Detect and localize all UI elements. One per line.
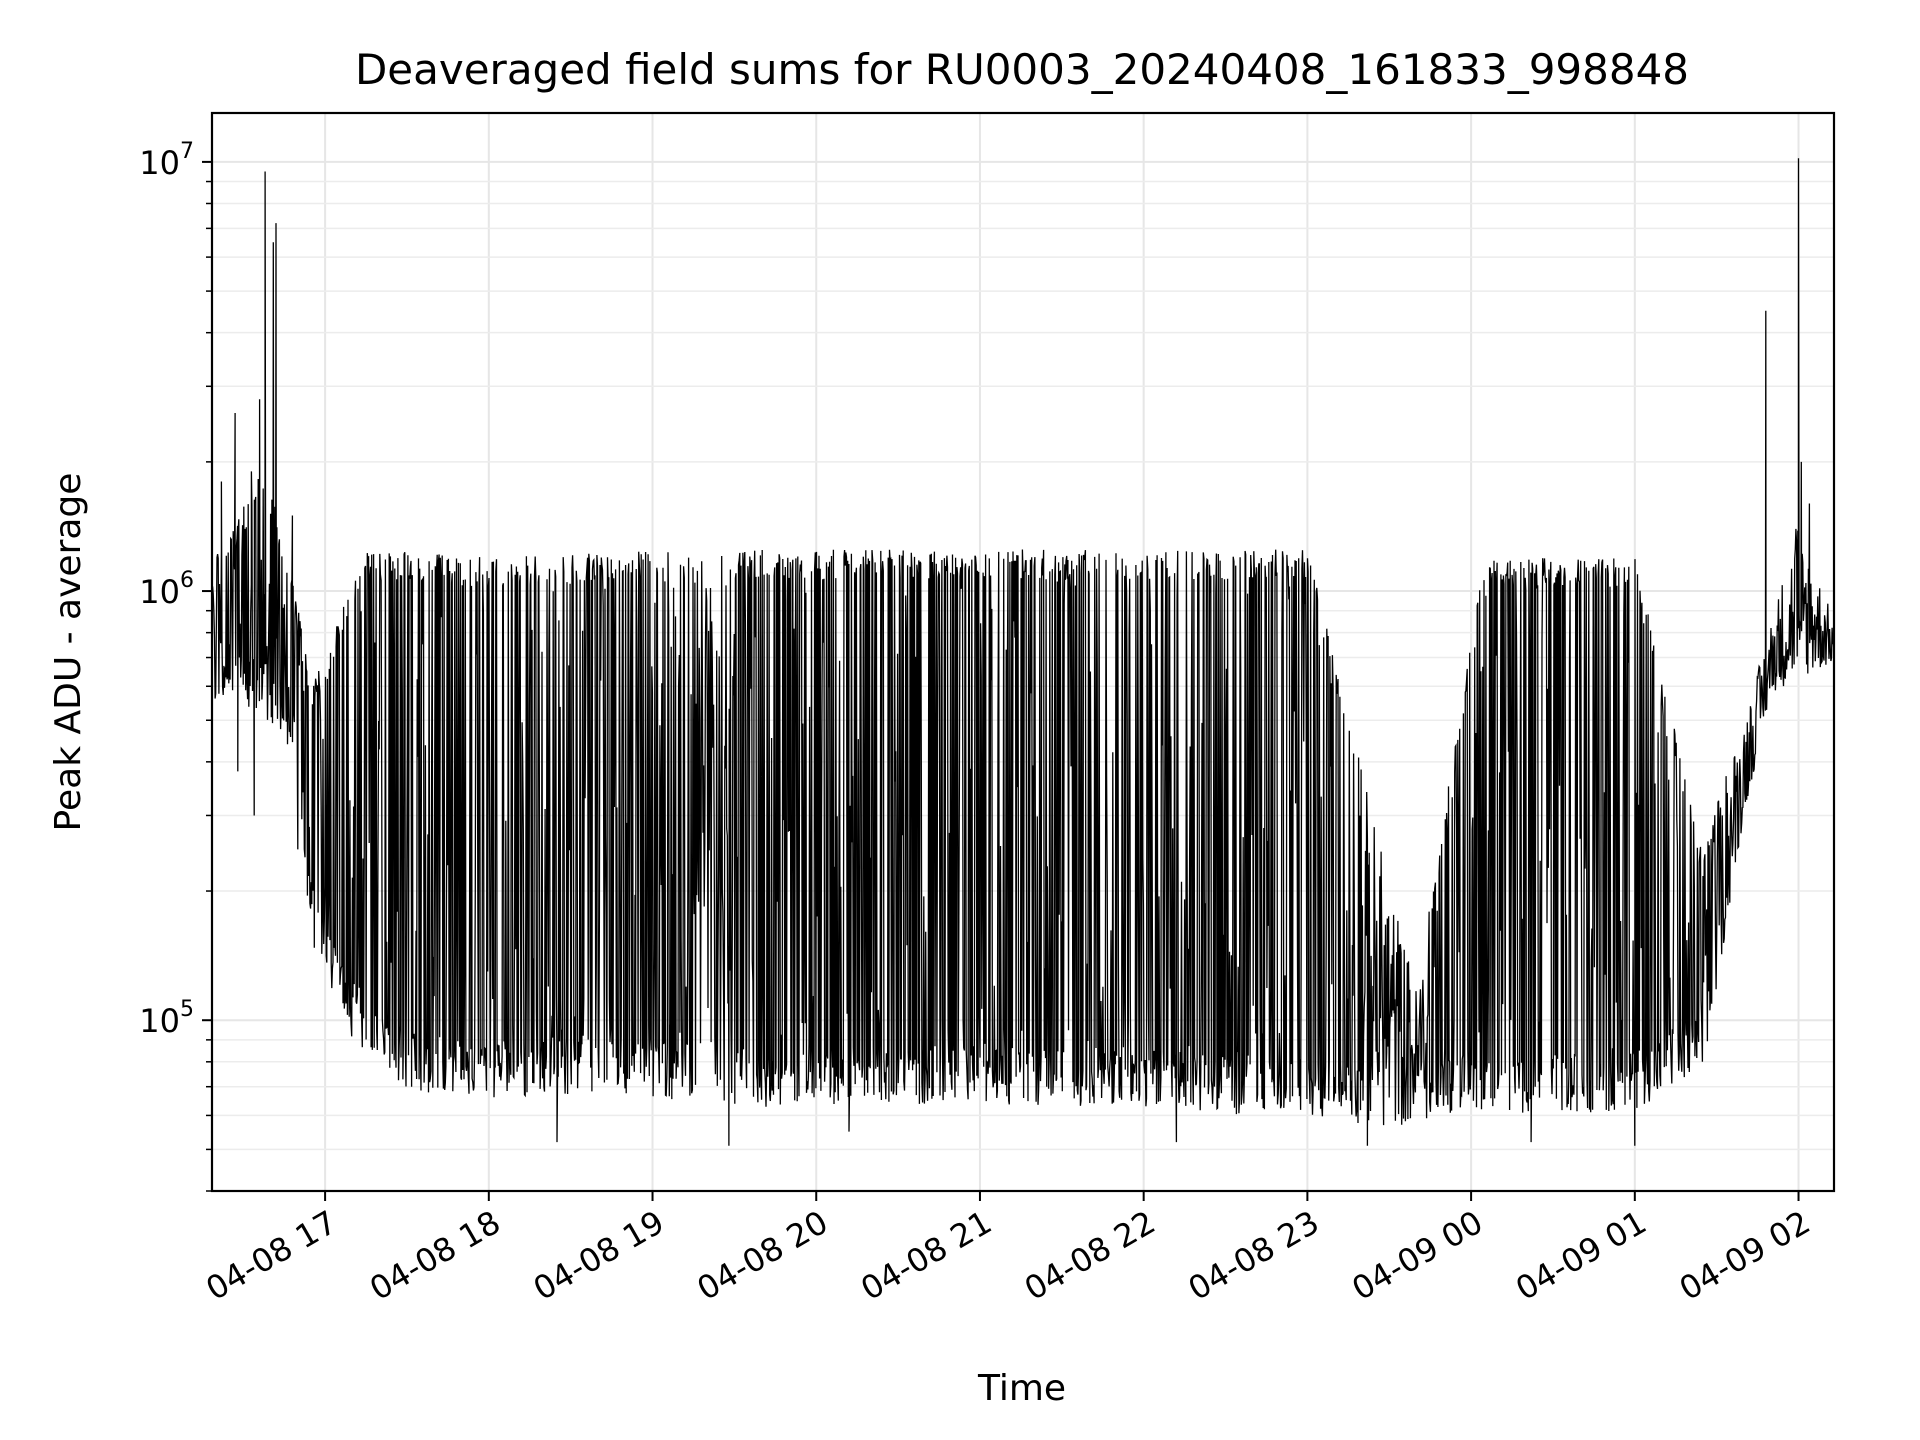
y-axis-label: Peak ADU - average: [48, 473, 89, 832]
y-tick-exponent: 6: [180, 568, 194, 593]
data-series: [212, 158, 1834, 1146]
x-axis-label: Time: [977, 1368, 1066, 1409]
chart-title: Deaveraged field sums for RU0003_2024040…: [355, 45, 1689, 94]
series-line: [212, 158, 1834, 1146]
y-tick-exponent: 5: [180, 997, 194, 1022]
y-tick-exponent: 7: [180, 139, 194, 164]
plot-frame: [210, 111, 1836, 1193]
